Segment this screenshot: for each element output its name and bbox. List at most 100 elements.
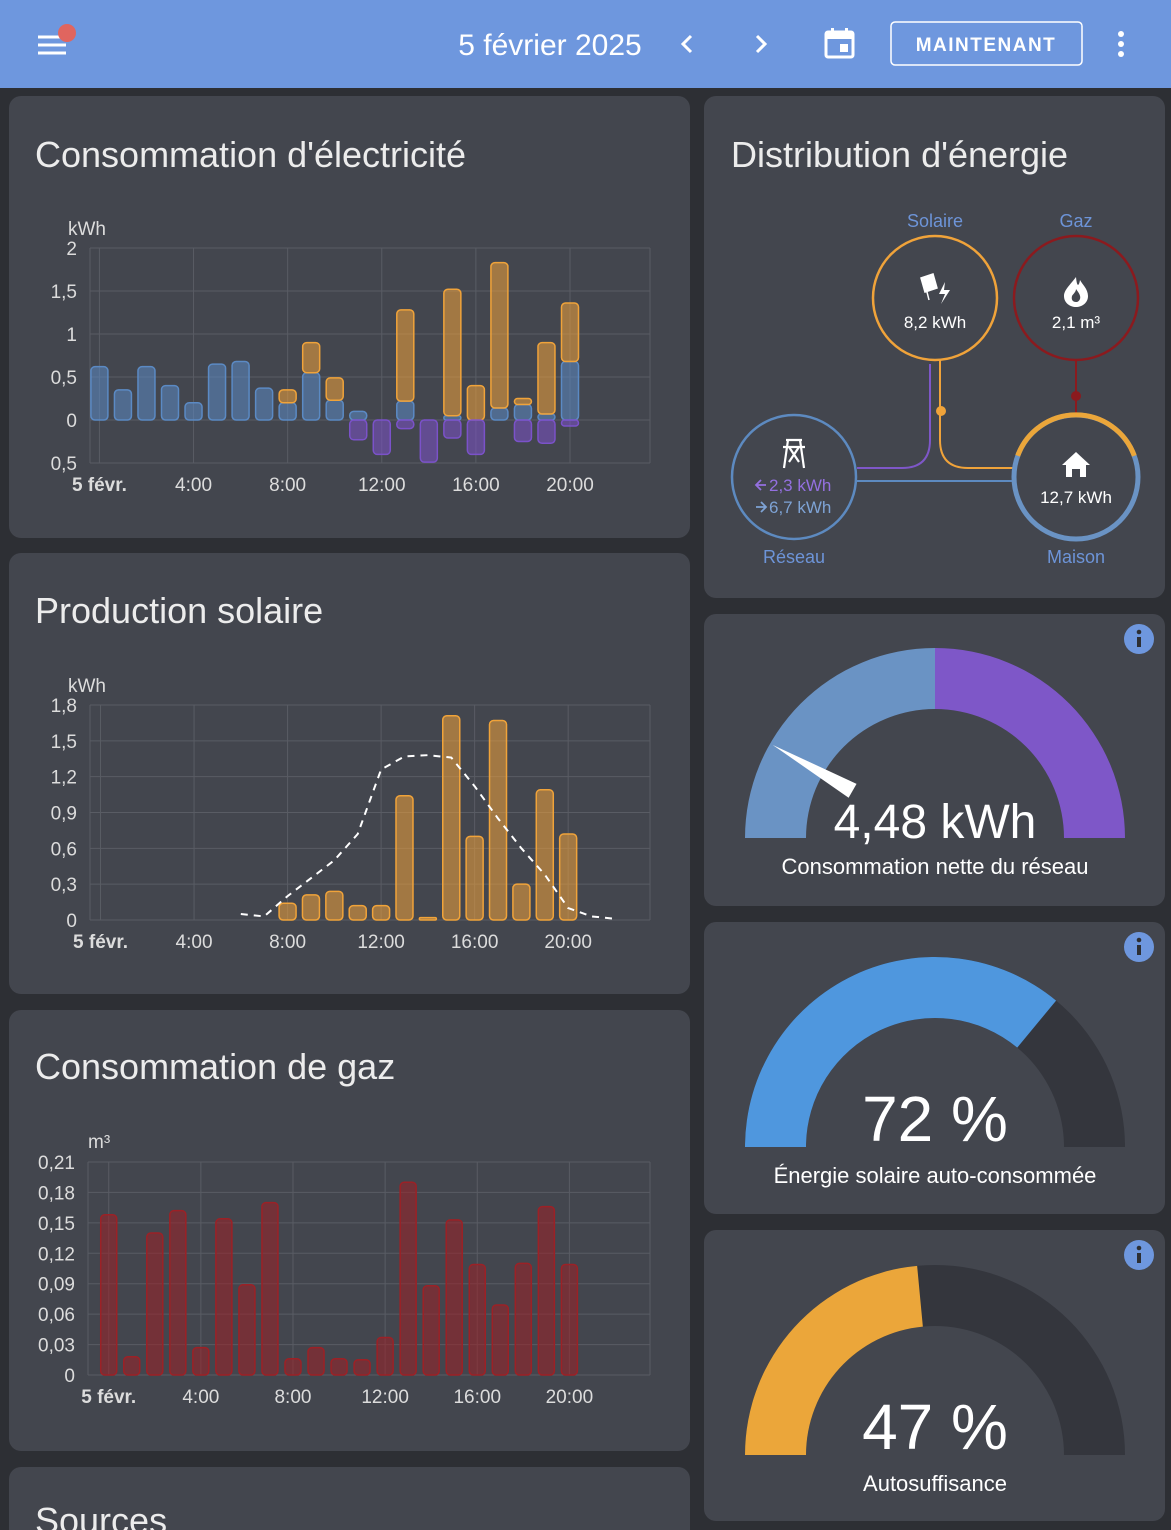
bar [90,365,109,421]
flow-line [939,360,1014,469]
card [9,1467,690,1530]
bar [278,389,297,404]
bar [301,894,321,921]
gauge-label: Consommation nette du réseau [782,854,1089,879]
header-bar [0,0,1171,88]
gauge-fill [744,956,1057,1147]
more-button[interactable] [1118,31,1124,57]
bar [137,365,156,421]
node-label: Maison [1047,547,1105,567]
bar [123,1355,141,1376]
dot [1118,31,1124,37]
bar [513,397,533,406]
info-button[interactable] [1124,932,1154,962]
card-title: Consommation d'électricité [35,134,466,175]
calendar-icon [826,32,853,39]
bar [353,1359,371,1376]
calendar-icon [845,28,848,34]
gauge-fill [744,1265,923,1455]
y-tick-label: 1,8 [51,696,77,717]
bar [348,904,367,921]
bar [399,1181,417,1376]
home-icon [1062,452,1090,477]
bar [169,1209,187,1376]
bar [445,1219,463,1376]
bar [490,261,509,409]
now-button[interactable]: MAINTENANT [890,21,1083,66]
bar [207,363,227,421]
bar [513,419,533,443]
y-tick-label: 2 [66,239,77,260]
bar [466,419,486,456]
next-button[interactable] [755,34,768,54]
y-tick-label: 1,2 [51,768,77,789]
gauge-value: 4,48 kWh [834,796,1037,849]
bar [396,419,415,430]
card [704,1230,1165,1521]
bar [396,309,415,402]
gauge-value: 47 % [862,1391,1008,1463]
y-tick-label: 0,09 [38,1275,75,1296]
card-title: Sources [35,1500,167,1530]
info-icon [1137,945,1141,955]
y-axis-unit: kWh [68,676,106,697]
node-label: Gaz [1059,211,1092,231]
bar [348,419,368,441]
bar [560,302,580,363]
bar [466,384,486,421]
bar [325,377,344,401]
x-tick-label: 20:00 [546,1387,594,1408]
grid-node[interactable] [730,413,858,541]
solar-icon [920,273,938,301]
info-icon [1136,1245,1142,1251]
x-tick-label: 20:00 [544,932,592,953]
bar [422,1284,440,1376]
prev-button[interactable] [680,34,693,54]
now-button-label: MAINTENANT [916,35,1057,56]
bar [419,419,439,463]
gauge-value: 72 % [862,1083,1008,1155]
bar [491,1304,510,1376]
x-tick-label: 5 févr. [73,932,128,953]
bar [278,902,297,921]
info-icon [1136,629,1142,635]
x-tick-label: 16:00 [452,475,500,496]
bar [192,1346,210,1376]
card-title: Distribution d'énergie [731,134,1068,175]
bar [284,1358,302,1376]
dot [1118,51,1124,57]
x-tick-label: 16:00 [453,1387,501,1408]
gas-node[interactable] [1012,234,1140,362]
card [704,922,1165,1214]
header-title: 5 février 2025 [458,29,641,62]
x-tick-label: 12:00 [361,1387,409,1408]
notification-dot [58,24,76,42]
gauge-segment [935,648,1125,838]
bar [512,883,531,921]
node-value: 12,7 kWh [1040,488,1112,507]
node-value: 2,1 m³ [1052,313,1101,332]
now-button-border [890,21,1083,66]
bar [537,413,556,421]
flow-dot [936,406,946,416]
gauge-needle [772,745,857,798]
flow-dot [1071,391,1081,401]
x-tick-label: 5 févr. [72,475,127,496]
bar [278,402,297,421]
y-tick-label: 0,5 [51,368,77,389]
solar-node[interactable] [871,234,999,362]
y-tick-label: 0,06 [38,1305,75,1326]
bar [488,719,508,921]
calendar-button[interactable] [824,28,855,59]
info-button[interactable] [1124,624,1154,654]
y-tick-label: 0,03 [38,1336,75,1357]
bar [146,1232,164,1376]
info-button[interactable] [1124,1240,1154,1270]
x-tick-label: 8:00 [274,1387,311,1408]
bar [301,341,321,374]
calendar-icon [831,28,834,34]
y-tick-label: 1,5 [51,732,77,753]
bar [537,341,556,415]
bar [443,288,462,417]
y-tick-label: 0,21 [38,1153,75,1174]
